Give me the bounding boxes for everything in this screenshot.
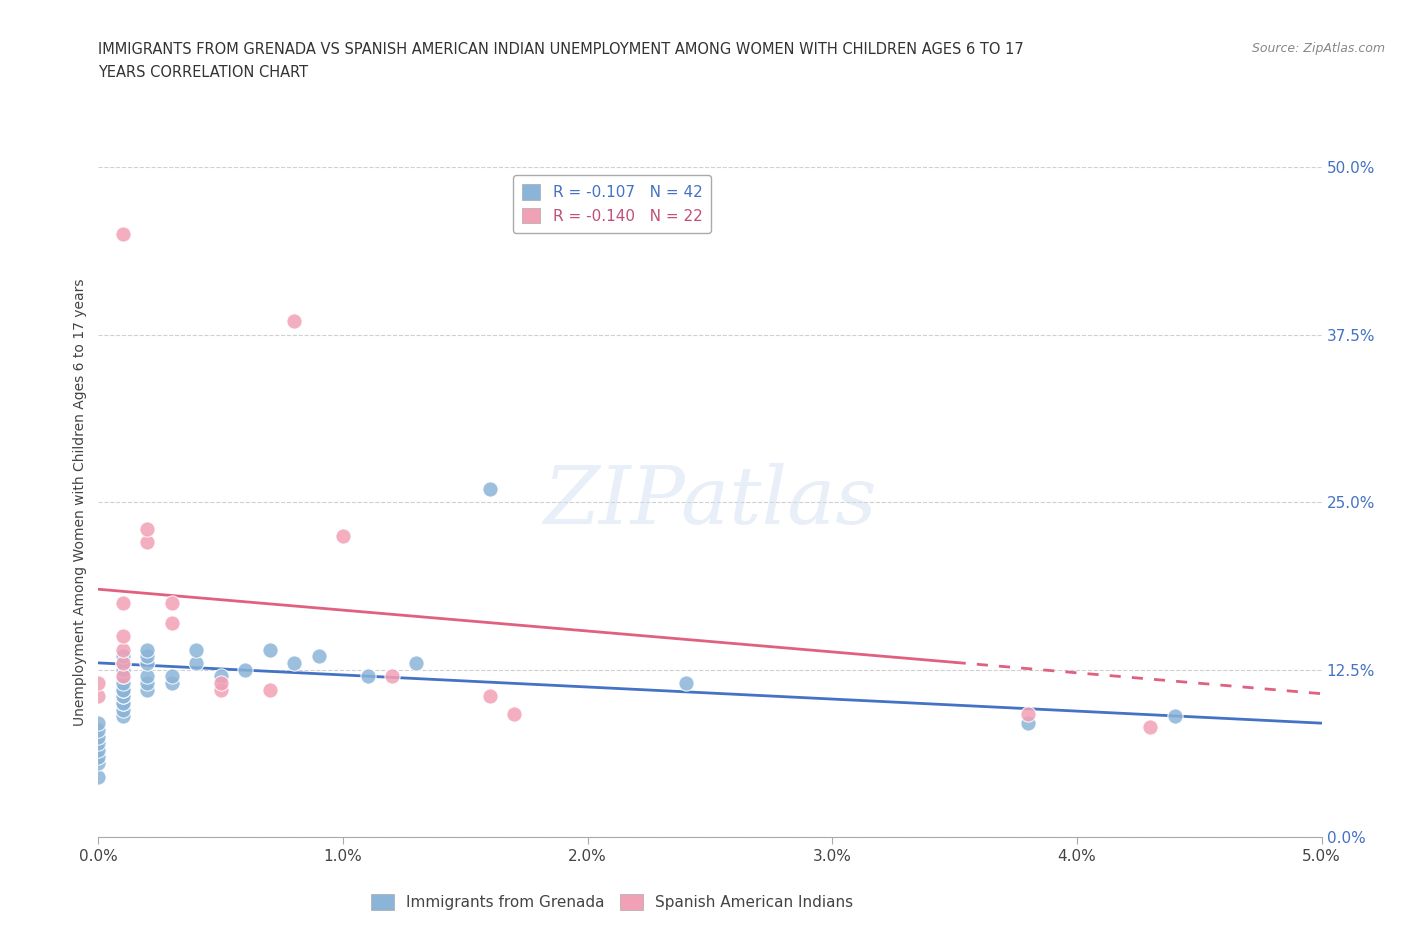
- Point: [111, 696, 134, 711]
- Point: [136, 535, 159, 550]
- Point: [111, 227, 134, 242]
- Point: [160, 675, 183, 690]
- Point: [87, 675, 110, 690]
- Point: [308, 649, 330, 664]
- Point: [111, 709, 134, 724]
- Point: [160, 595, 183, 610]
- Point: [87, 716, 110, 731]
- Y-axis label: Unemployment Among Women with Children Ages 6 to 17 years: Unemployment Among Women with Children A…: [73, 278, 87, 726]
- Point: [136, 669, 159, 684]
- Point: [503, 707, 526, 722]
- Point: [111, 669, 134, 684]
- Point: [405, 656, 427, 671]
- Point: [1017, 716, 1039, 731]
- Point: [186, 656, 208, 671]
- Point: [87, 769, 110, 784]
- Point: [478, 482, 501, 497]
- Point: [283, 656, 305, 671]
- Point: [87, 736, 110, 751]
- Point: [87, 750, 110, 764]
- Point: [186, 642, 208, 657]
- Point: [111, 649, 134, 664]
- Point: [111, 689, 134, 704]
- Point: [259, 683, 281, 698]
- Point: [111, 669, 134, 684]
- Point: [136, 656, 159, 671]
- Point: [1017, 707, 1039, 722]
- Point: [332, 528, 354, 543]
- Text: IMMIGRANTS FROM GRENADA VS SPANISH AMERICAN INDIAN UNEMPLOYMENT AMONG WOMEN WITH: IMMIGRANTS FROM GRENADA VS SPANISH AMERI…: [98, 42, 1024, 57]
- Point: [87, 689, 110, 704]
- Point: [111, 696, 134, 711]
- Point: [675, 675, 697, 690]
- Point: [136, 522, 159, 537]
- Point: [111, 702, 134, 717]
- Legend: Immigrants from Grenada, Spanish American Indians: Immigrants from Grenada, Spanish America…: [366, 888, 859, 916]
- Point: [259, 642, 281, 657]
- Text: YEARS CORRELATION CHART: YEARS CORRELATION CHART: [98, 65, 308, 80]
- Point: [111, 642, 134, 657]
- Point: [478, 689, 501, 704]
- Point: [136, 675, 159, 690]
- Point: [136, 683, 159, 698]
- Text: Source: ZipAtlas.com: Source: ZipAtlas.com: [1251, 42, 1385, 55]
- Point: [160, 669, 183, 684]
- Point: [381, 669, 404, 684]
- Point: [87, 723, 110, 737]
- Point: [111, 683, 134, 698]
- Point: [111, 656, 134, 671]
- Point: [356, 669, 378, 684]
- Point: [87, 756, 110, 771]
- Point: [1164, 709, 1187, 724]
- Point: [111, 629, 134, 644]
- Point: [283, 314, 305, 329]
- Point: [209, 669, 232, 684]
- Point: [209, 675, 232, 690]
- Text: ZIPatlas: ZIPatlas: [543, 463, 877, 541]
- Point: [111, 656, 134, 671]
- Point: [87, 742, 110, 757]
- Point: [87, 729, 110, 744]
- Point: [209, 683, 232, 698]
- Point: [111, 675, 134, 690]
- Point: [1139, 720, 1161, 735]
- Point: [111, 595, 134, 610]
- Point: [111, 683, 134, 698]
- Point: [111, 689, 134, 704]
- Point: [136, 642, 159, 657]
- Point: [111, 662, 134, 677]
- Point: [136, 649, 159, 664]
- Point: [160, 616, 183, 631]
- Point: [233, 662, 256, 677]
